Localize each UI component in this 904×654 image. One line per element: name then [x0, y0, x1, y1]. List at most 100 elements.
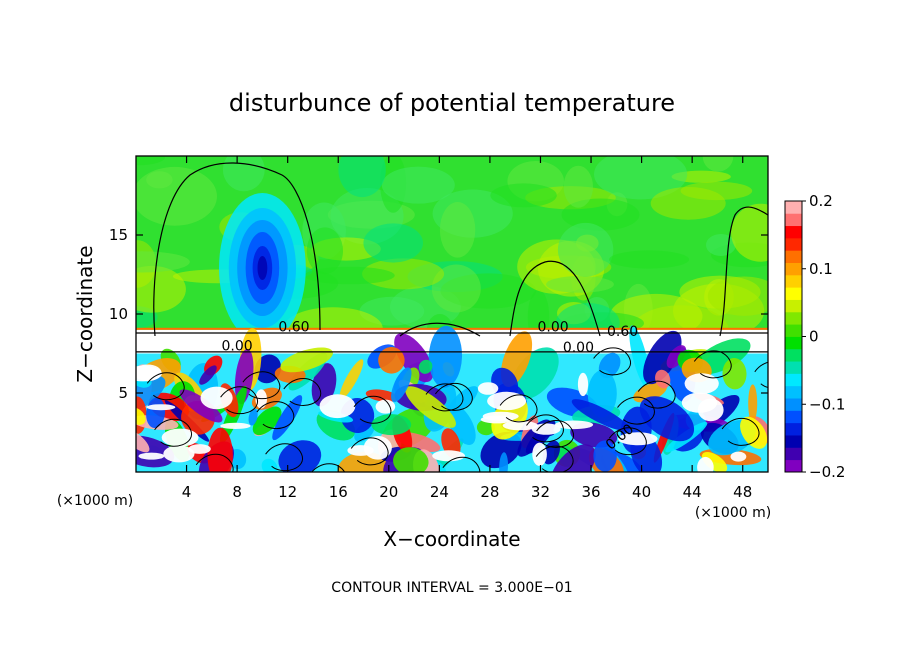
neutral-patch — [577, 372, 589, 397]
chart-title: disturbunce of potential temperature — [229, 89, 675, 117]
neutral-patch — [163, 445, 195, 463]
upper-field-patch — [136, 156, 166, 166]
lower-field-patch — [339, 359, 364, 400]
x-tick-label: 44 — [683, 483, 702, 501]
neutral-patch — [681, 392, 718, 413]
colorbar-tick-label: −0.2 — [809, 463, 845, 481]
contour-line — [154, 418, 193, 447]
y-tick-label: 15 — [109, 226, 128, 244]
contour-label: 0.60 — [278, 319, 309, 335]
colorbar-swatch — [785, 373, 802, 387]
contour-interval-note: CONTOUR INTERVAL = 3.000E−01 — [331, 580, 572, 596]
upper-field-patch — [650, 187, 726, 220]
contour-label: 0.00 — [538, 319, 569, 335]
neutral-patch — [375, 399, 396, 414]
x-tick-label: 48 — [733, 483, 752, 501]
colorbar-tick-label: 0 — [809, 328, 819, 346]
contour-line — [399, 322, 481, 337]
neutral-patch — [138, 452, 165, 460]
x-tick-label: 20 — [379, 483, 398, 501]
lower-field-patch — [207, 427, 233, 472]
neutral-patch — [730, 451, 747, 462]
y-tick-label: 10 — [109, 305, 128, 323]
colorbar-swatch — [785, 201, 802, 214]
upper-field-patch — [490, 183, 557, 208]
colorbar-swatch — [785, 385, 802, 399]
colorbar-tick-label: 0.1 — [809, 260, 833, 278]
neutral-patch — [347, 445, 374, 456]
lower-field-patch — [136, 375, 166, 415]
neutral-patch — [618, 432, 658, 446]
contour-line — [265, 443, 304, 472]
contour-line — [311, 463, 345, 472]
colorbar-swatch — [785, 324, 802, 337]
contour-line — [593, 347, 632, 376]
contour-line — [526, 414, 564, 443]
upper-field-patch — [136, 166, 217, 226]
field-layer — [136, 156, 768, 472]
colorbar-tick-label: −0.1 — [809, 395, 845, 413]
neutral-patch — [188, 444, 211, 454]
x-unit-right: (×1000 m) — [695, 505, 771, 521]
contour-line — [283, 378, 322, 406]
x-tick-label: 24 — [430, 483, 449, 501]
lower-field-patch — [280, 347, 333, 373]
x-tick-label: 12 — [278, 483, 297, 501]
colorbar: 0.2 0.1 0 −0.1 −0.2 — [784, 192, 845, 481]
x-tick-label: 32 — [531, 483, 550, 501]
colorbar-swatch — [785, 311, 802, 325]
neutral-patch — [319, 394, 356, 419]
lower-field-patch — [722, 358, 747, 390]
y-tick-label: 5 — [118, 384, 128, 402]
upper-field-patch — [362, 258, 445, 290]
contour-label: 0.60 — [607, 324, 638, 340]
contour-line — [256, 401, 295, 429]
lower-field-patch — [378, 347, 405, 374]
neutral-patch — [697, 456, 714, 472]
contour-line — [434, 382, 473, 411]
x-tick-label: 8 — [232, 483, 242, 501]
colorbar-swatch — [785, 398, 802, 411]
upper-field-patch — [222, 156, 265, 192]
neutral-patch — [161, 428, 199, 447]
upper-field-patch — [706, 234, 736, 256]
contour-line — [353, 395, 392, 424]
upper-field-patch — [439, 202, 476, 258]
lower-field-patch — [179, 389, 223, 423]
neutral-patch — [684, 373, 719, 394]
colorbar-swatch — [785, 262, 802, 276]
contour-line — [146, 372, 185, 401]
contour-line — [220, 386, 259, 415]
lower-field-patch — [405, 386, 456, 428]
upper-field-patch — [707, 276, 768, 316]
colorbar-swatch — [785, 459, 802, 473]
x-tick-label: 16 — [329, 483, 348, 501]
lower-field-patch — [393, 447, 429, 472]
x-tick-label: 36 — [581, 483, 600, 501]
contour-line — [719, 206, 768, 337]
contour-line — [637, 380, 676, 409]
lower-field-patch — [550, 444, 596, 472]
upper-field-patch — [557, 222, 614, 277]
lower-field-patch — [476, 419, 495, 436]
colorbar-swatch — [785, 422, 802, 436]
upper-field-patch — [546, 276, 614, 293]
colorbar-swatch — [785, 348, 802, 362]
lower-field-patch — [491, 367, 519, 399]
contour-line — [509, 260, 601, 337]
colorbar-swatch — [785, 299, 802, 313]
upper-field-patch — [431, 264, 481, 313]
upper-field-patch — [731, 203, 768, 262]
upper-field-patch — [338, 156, 386, 198]
lower-field-patch — [278, 440, 322, 472]
lower-field-patch — [371, 414, 412, 436]
colorbar-swatch — [785, 447, 802, 461]
x-unit-left: (×1000 m) — [57, 493, 133, 509]
contour-line — [195, 453, 234, 472]
x-tick-label: 28 — [480, 483, 499, 501]
contour-line — [608, 427, 647, 456]
x-axis: 4 8 12 16 20 24 28 32 36 40 44 48 — [182, 156, 752, 501]
colorbar-swatch — [785, 410, 802, 424]
contour-line — [536, 420, 575, 448]
